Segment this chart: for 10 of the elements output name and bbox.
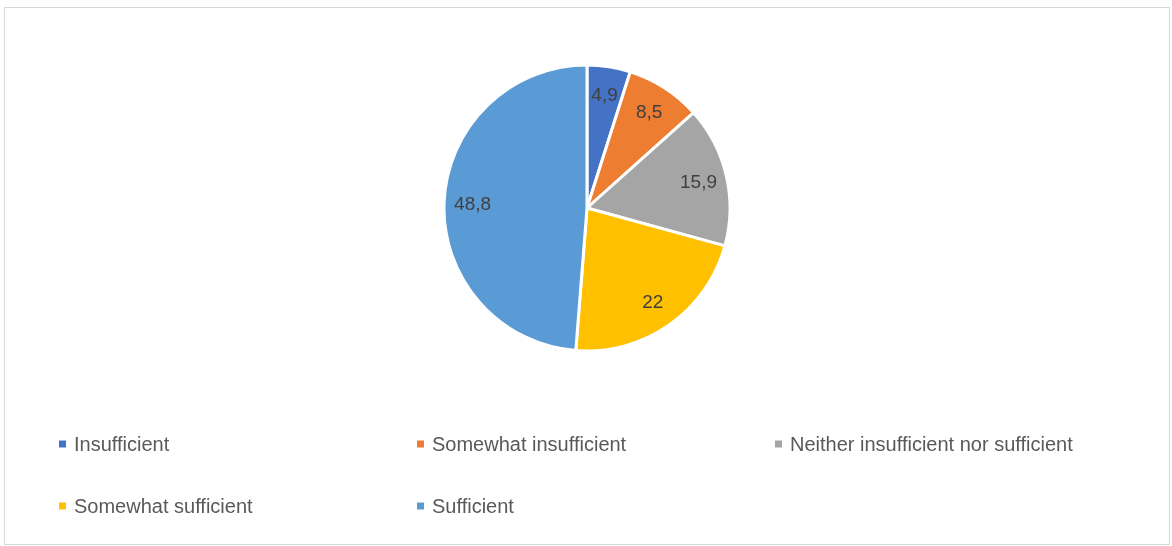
data-label: 8,5: [636, 101, 663, 123]
data-label: 22: [642, 291, 664, 313]
data-label: 15,9: [680, 171, 717, 193]
data-label: 48,8: [454, 193, 492, 215]
legend-label: Insufficient: [74, 433, 170, 455]
legend-label: Somewhat insufficient: [432, 433, 627, 455]
legend-label: Neither insufficient nor sufficient: [790, 433, 1074, 455]
legend-label: Somewhat sufficient: [74, 495, 254, 517]
data-label: 4,9: [591, 84, 618, 106]
legend-label: Sufficient: [432, 495, 515, 517]
